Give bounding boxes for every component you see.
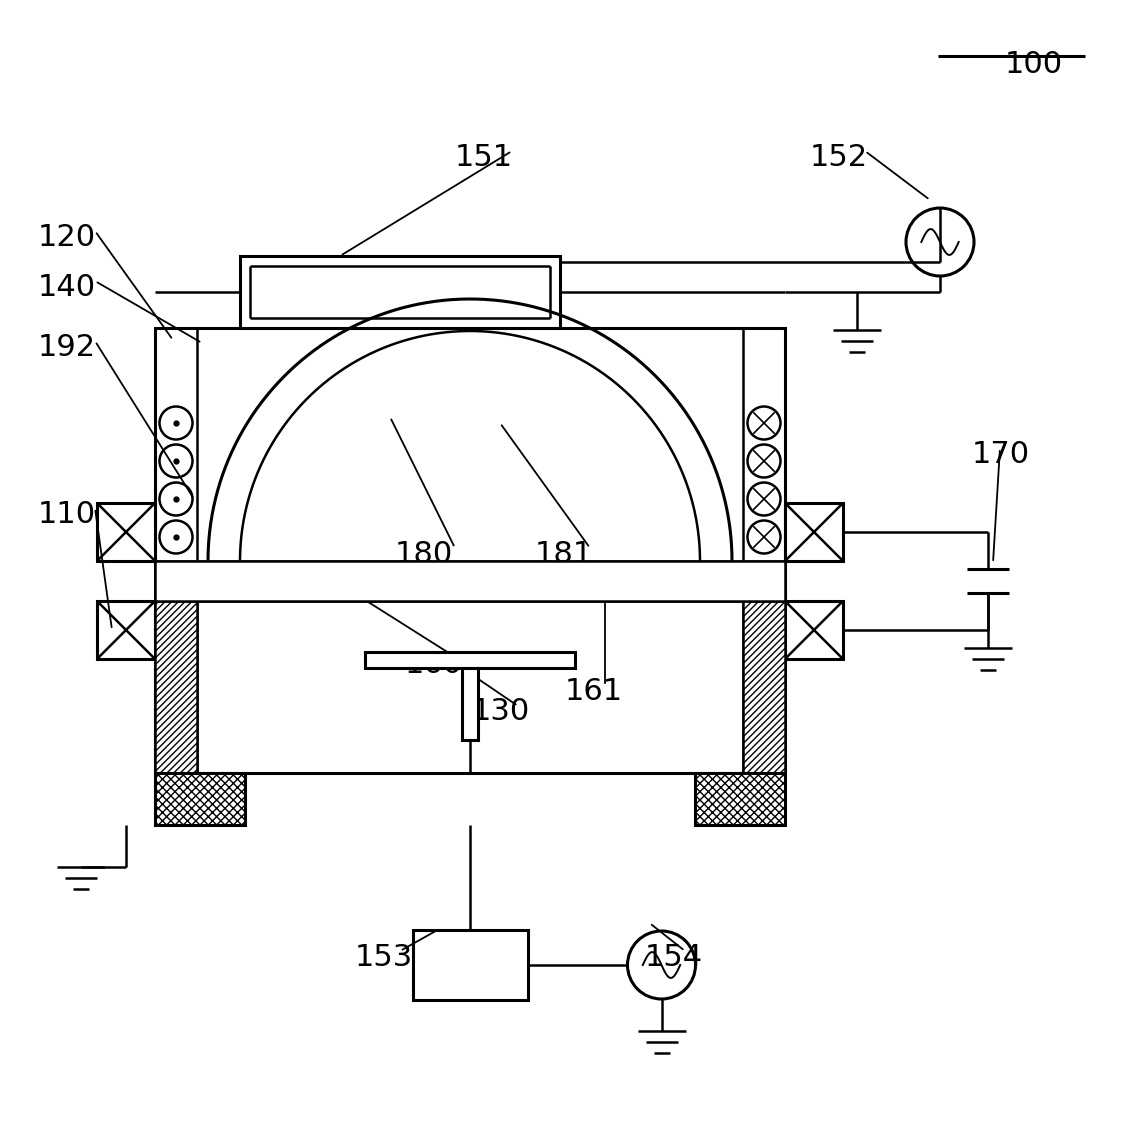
Bar bbox=[743, 601, 785, 773]
Text: 152: 152 bbox=[811, 143, 869, 171]
Text: 140: 140 bbox=[38, 273, 96, 302]
Text: 130: 130 bbox=[472, 697, 530, 726]
Text: 153: 153 bbox=[355, 943, 413, 972]
Bar bbox=[413, 929, 528, 1001]
Text: 180: 180 bbox=[394, 540, 454, 569]
Text: 151: 151 bbox=[455, 143, 513, 171]
Bar bbox=[155, 561, 785, 601]
Bar bbox=[155, 773, 245, 825]
Bar bbox=[462, 668, 478, 740]
Bar bbox=[97, 503, 155, 561]
Bar bbox=[155, 601, 197, 773]
Text: 154: 154 bbox=[645, 943, 703, 972]
Bar bbox=[97, 601, 155, 659]
Text: 170: 170 bbox=[972, 440, 1031, 469]
Text: 110: 110 bbox=[38, 500, 96, 529]
Text: 161: 161 bbox=[565, 677, 624, 706]
Text: 160: 160 bbox=[405, 650, 463, 679]
Bar bbox=[365, 652, 575, 668]
Bar bbox=[785, 503, 842, 561]
Bar bbox=[241, 256, 560, 328]
Text: 181: 181 bbox=[535, 540, 593, 569]
Bar bbox=[785, 601, 842, 659]
Bar bbox=[155, 328, 785, 773]
Text: 120: 120 bbox=[38, 223, 96, 252]
Text: 100: 100 bbox=[1005, 50, 1064, 79]
Text: 192: 192 bbox=[38, 333, 96, 362]
Bar bbox=[695, 773, 785, 825]
